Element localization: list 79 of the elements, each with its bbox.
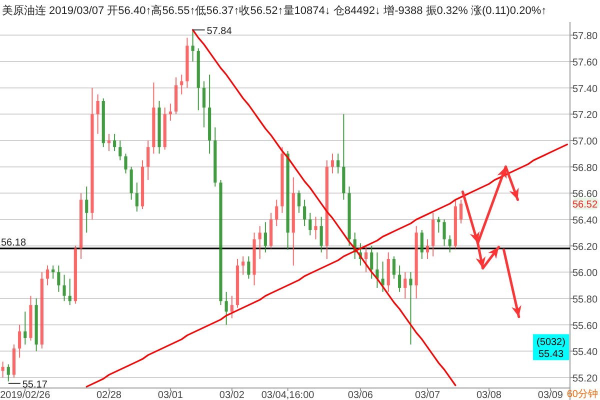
chart-title: 美原油连 2019/03/07 开56.40↑高56.55↑低56.37↑收56.52↑量10874↓ 仓84492↓ 增-9388 振0.32% 涨(0.11)0.20%↑ xyxy=(2,4,547,17)
candlestick xyxy=(113,133,116,152)
x-tick-label: 03/08 xyxy=(476,390,502,400)
candlestick xyxy=(124,153,128,174)
candlestick xyxy=(275,199,278,227)
annotation: 56.52 xyxy=(572,200,598,211)
x-tick-label: 2019/02/26 xyxy=(0,390,51,400)
y-tick-label: 57.00 xyxy=(572,136,598,148)
x-tick-label: 03/04,16:00 xyxy=(261,390,315,400)
candlestick xyxy=(130,166,133,200)
candlestick xyxy=(107,133,111,152)
y-tick-label: 55.20 xyxy=(572,373,598,384)
y-tick-label: 56.40 xyxy=(572,215,598,226)
x-tick-label: 03/07 xyxy=(414,390,440,400)
candlestick xyxy=(96,94,100,134)
candlestick xyxy=(62,274,66,302)
annotation: 57.84 xyxy=(206,26,232,37)
y-tick-label: 56.20 xyxy=(572,242,598,253)
candlestick xyxy=(57,265,60,292)
candlestick xyxy=(18,324,22,358)
candlestick xyxy=(68,278,72,306)
candlestick xyxy=(52,265,55,280)
text: 60分钟 xyxy=(566,388,598,400)
candlestick xyxy=(180,74,184,95)
candlestick xyxy=(6,364,10,382)
candlestick xyxy=(202,80,206,128)
candlestick xyxy=(1,361,4,378)
candlestick xyxy=(146,140,150,180)
ref-line-label: 56.18 xyxy=(1,237,26,248)
candlestick xyxy=(420,230,424,260)
candlestick xyxy=(24,311,27,346)
y-tick-label: 57.80 xyxy=(572,31,598,42)
candlestick xyxy=(320,216,323,253)
y-tick-label: 56.60 xyxy=(572,189,598,200)
candlestick xyxy=(230,295,234,319)
candlestick xyxy=(330,153,334,174)
x-tick-label: 03/06 xyxy=(348,390,374,400)
annotation: 55.17 xyxy=(22,379,48,390)
candlestick xyxy=(224,291,228,326)
candlestick xyxy=(135,182,138,212)
y-tick-label: 55.60 xyxy=(572,320,598,332)
annotation: (5032) 55.43 xyxy=(536,337,566,360)
candlestick xyxy=(242,256,245,276)
candlestick xyxy=(303,199,306,227)
candlestick xyxy=(191,29,194,62)
candlestick xyxy=(448,234,452,253)
candlestick xyxy=(437,216,440,234)
candlestick xyxy=(46,265,50,286)
candlestick xyxy=(459,199,463,224)
candlestick xyxy=(168,103,172,122)
candlestick xyxy=(308,212,312,236)
candlestick xyxy=(247,256,250,280)
candlestick xyxy=(442,218,446,246)
y-tick-label: 57.60 xyxy=(572,57,598,68)
x-tick-label: 03/09 xyxy=(538,390,564,400)
candlestick xyxy=(426,238,430,260)
y-tick-label: 57.20 xyxy=(572,110,598,122)
candlestick xyxy=(398,265,402,292)
candlestick xyxy=(381,261,384,292)
candlestick xyxy=(409,272,412,346)
x-tick-label: 02/28 xyxy=(96,390,122,400)
candlestick xyxy=(314,216,318,240)
y-tick-label: 56.80 xyxy=(572,162,598,174)
candlestick xyxy=(364,245,368,273)
candlestick xyxy=(85,186,88,234)
candlestick xyxy=(258,226,262,260)
y-tick-label: 56.00 xyxy=(572,268,598,280)
y-tick-label: 57.40 xyxy=(572,84,598,95)
candlestick xyxy=(297,190,301,214)
candlestick xyxy=(264,222,267,253)
candlestick xyxy=(404,272,407,299)
x-tick-label: 03/01 xyxy=(158,390,184,400)
y-tick-label: 55.80 xyxy=(572,294,598,306)
x-tick-label: 03/02 xyxy=(219,390,245,400)
candlestick xyxy=(370,245,374,280)
candlestick xyxy=(392,256,396,280)
candlestick xyxy=(336,153,340,174)
candlestick xyxy=(118,140,122,161)
y-tick-label: 55.40 xyxy=(572,347,598,358)
